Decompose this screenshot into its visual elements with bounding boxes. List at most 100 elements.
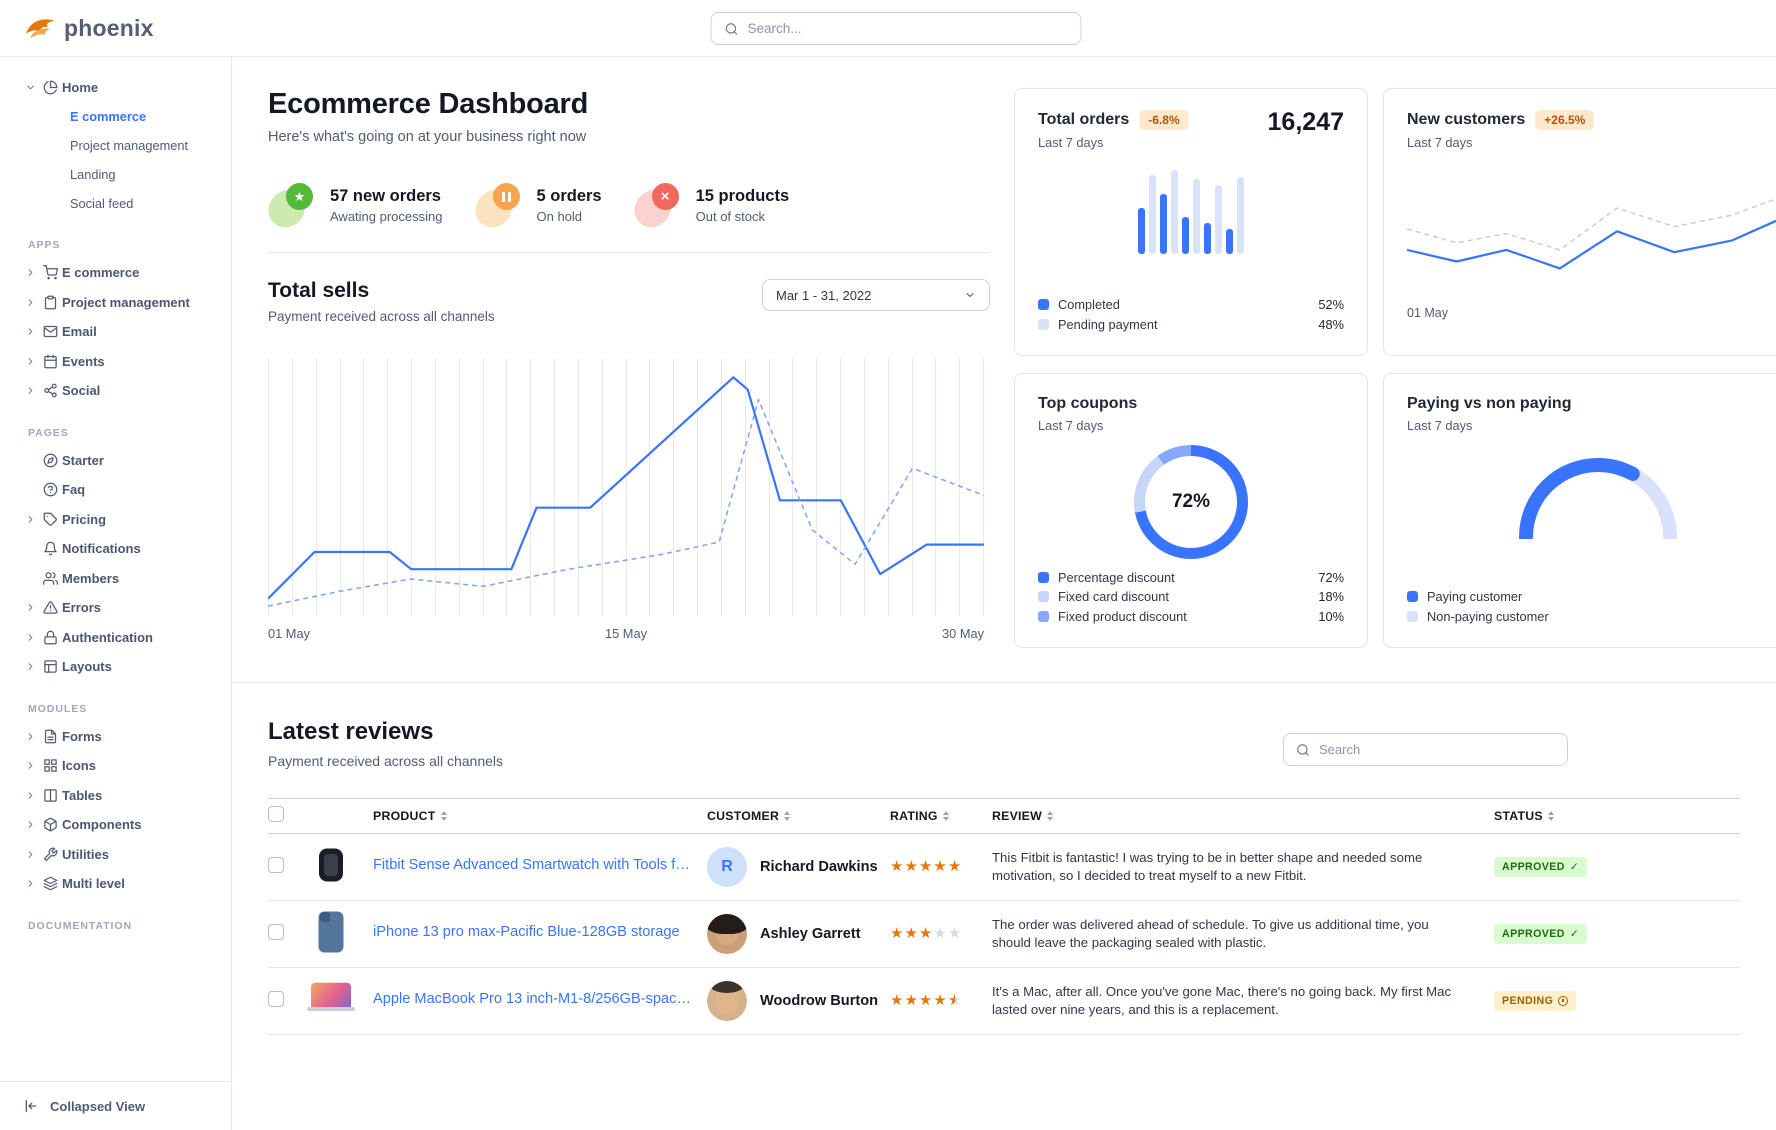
sidebar-item-apps-events[interactable]: Events xyxy=(0,347,231,377)
sidebar-item-landing[interactable]: Landing xyxy=(70,167,116,182)
sidebar-item-pages-pricing[interactable]: Pricing xyxy=(0,505,231,535)
main-content: Ecommerce Dashboard Here's what's going … xyxy=(232,57,1776,1130)
sidebar-item-label: Home xyxy=(62,79,99,95)
chevron-right-icon xyxy=(21,849,39,860)
new-customers-card: New customers +26.5% Last 7 days 01 May xyxy=(1383,88,1776,356)
sidebar-item-pages-layouts[interactable]: Layouts xyxy=(0,652,231,682)
stat-new-orders: ★ 57 new orders Awating processing xyxy=(264,183,443,231)
section-label-apps: APPS xyxy=(28,239,61,251)
sidebar-item-modules-icons[interactable]: Icons xyxy=(0,751,231,781)
sidebar-item-modules-tables[interactable]: Tables xyxy=(0,781,231,811)
sidebar-item-modules-forms[interactable]: Forms xyxy=(0,722,231,752)
sidebar-item-modules-utilities[interactable]: Utilities xyxy=(0,840,231,870)
out-of-stock-x-icon: × xyxy=(629,183,681,231)
row-checkbox[interactable] xyxy=(268,856,284,873)
file-text-icon xyxy=(39,729,62,744)
page-subtitle: Here's what's going on at your business … xyxy=(268,129,587,145)
sort-icon xyxy=(784,811,791,821)
chevron-right-icon xyxy=(21,267,39,278)
column-header-review[interactable]: REVIEW xyxy=(992,809,1494,823)
total-orders-bar-chart xyxy=(1038,166,1344,254)
sidebar-item-pages-starter[interactable]: Starter xyxy=(0,446,231,476)
table-row: Fitbit Sense Advanced Smartwatch with To… xyxy=(268,834,1740,901)
sidebar-nav: Home E commerce Project management Landi… xyxy=(0,57,231,932)
home-submenu: E commerce Project management Landing So… xyxy=(0,102,231,218)
sort-icon xyxy=(1547,811,1554,821)
review-text: It's a Mac, after all. Once you've gone … xyxy=(992,984,1452,1017)
sidebar-item-apps-email[interactable]: Email xyxy=(0,317,231,347)
share-icon xyxy=(39,383,62,398)
total-orders-value: 16,247 xyxy=(1267,108,1344,136)
grid-icon xyxy=(39,758,62,773)
product-link[interactable]: iPhone 13 pro max-Pacific Blue-128GB sto… xyxy=(373,923,680,940)
tag-icon xyxy=(39,512,62,527)
avatar[interactable]: R xyxy=(707,847,747,887)
top-coupons-legend: Percentage discount 72% Fixed card discou… xyxy=(1038,568,1344,627)
product-link[interactable]: Apple MacBook Pro 13 inch-M1-8/256GB-spa… xyxy=(373,990,695,1007)
select-all-checkbox[interactable] xyxy=(268,805,284,822)
avatar[interactable] xyxy=(707,914,747,954)
reviews-search[interactable] xyxy=(1283,733,1568,766)
status-badge: APPROVED ✓ xyxy=(1494,924,1588,944)
chevron-right-icon xyxy=(21,760,39,771)
product-image[interactable] xyxy=(305,973,357,1025)
product-image[interactable] xyxy=(305,839,357,891)
sidebar-item-pages-notifications[interactable]: Notifications xyxy=(0,534,231,564)
review-text: This Fitbit is fantastic! I was trying t… xyxy=(992,850,1423,883)
sidebar-item-project-management[interactable]: Project management xyxy=(70,138,189,153)
sidebar-item-apps-ecommerce[interactable]: E commerce xyxy=(0,258,231,288)
sidebar-item-pages-faq[interactable]: Faq xyxy=(0,475,231,505)
column-header-product[interactable]: PRODUCT xyxy=(373,809,707,823)
collapsed-view-toggle[interactable]: Collapsed View xyxy=(0,1081,231,1130)
clipboard-icon xyxy=(39,295,62,310)
brand-name: phoenix xyxy=(64,14,154,41)
sidebar-item-home[interactable]: Home xyxy=(0,72,231,102)
reviews-search-input[interactable] xyxy=(1319,742,1555,757)
card-title: Top coupons xyxy=(1038,395,1138,412)
sidebar-item-apps-project-management[interactable]: Project management xyxy=(0,288,231,318)
sidebar-item-pages-authentication[interactable]: Authentication xyxy=(0,623,231,653)
sidebar-item-modules-multi-level[interactable]: Multi level xyxy=(0,869,231,899)
on-hold-pause-icon xyxy=(470,183,522,231)
table-row: Apple MacBook Pro 13 inch-M1-8/256GB-spa… xyxy=(268,968,1740,1035)
paying-gauge-chart xyxy=(1407,453,1776,544)
global-search-input[interactable] xyxy=(747,21,1068,36)
chevron-right-icon xyxy=(21,819,39,830)
sidebar-item-pages-errors[interactable]: Errors xyxy=(0,593,231,623)
customer-cell: R Richard Dawkins xyxy=(707,847,890,887)
product-image[interactable] xyxy=(305,906,357,958)
sidebar-item-modules-components[interactable]: Components xyxy=(0,810,231,840)
shopping-cart-icon xyxy=(39,265,62,280)
alert-triangle-icon xyxy=(39,600,62,615)
total-sells-x-axis: 01 May 15 May 30 May xyxy=(268,626,984,641)
product-link[interactable]: Fitbit Sense Advanced Smartwatch with To… xyxy=(373,856,695,873)
date-range-select[interactable]: Mar 1 - 31, 2022 xyxy=(762,279,990,311)
check-icon: ✓ xyxy=(1569,928,1580,940)
row-checkbox[interactable] xyxy=(268,923,284,940)
stats-row: ★ 57 new orders Awating processing 5 ord… xyxy=(264,183,990,253)
table-row: iPhone 13 pro max-Pacific Blue-128GB sto… xyxy=(268,901,1740,968)
column-header-rating[interactable]: RATING xyxy=(890,809,992,823)
total-sells-title: Total sells xyxy=(268,279,370,302)
brand-logo[interactable]: phoenix xyxy=(0,15,154,42)
global-search[interactable] xyxy=(710,12,1082,45)
sidebar-item-ecommerce[interactable]: E commerce xyxy=(70,109,147,124)
paying-vs-non-paying-card: Paying vs non paying Last 7 days Paying … xyxy=(1383,373,1776,648)
avatar[interactable] xyxy=(707,981,747,1021)
column-header-status[interactable]: STATUS xyxy=(1494,809,1740,823)
sidebar-item-social-feed[interactable]: Social feed xyxy=(70,196,134,211)
chevron-right-icon xyxy=(21,297,39,308)
column-header-customer[interactable]: CUSTOMER xyxy=(707,809,890,823)
sidebar-item-pages-members[interactable]: Members xyxy=(0,564,231,594)
dashboard-top-section: Ecommerce Dashboard Here's what's going … xyxy=(232,57,1776,682)
change-badge: +26.5% xyxy=(1535,110,1595,130)
row-checkbox[interactable] xyxy=(268,990,284,1007)
sidebar-item-apps-social[interactable]: Social xyxy=(0,376,231,406)
chevron-down-icon xyxy=(964,289,976,301)
chevron-right-icon xyxy=(21,326,39,337)
chevron-right-icon xyxy=(21,514,39,525)
search-icon xyxy=(1296,743,1310,757)
customer-cell: Ashley Garrett xyxy=(707,914,890,954)
collapse-icon xyxy=(23,1098,39,1114)
reviews-table: PRODUCT CUSTOMER RATING REVIEW STATUS Fi… xyxy=(268,798,1740,1035)
